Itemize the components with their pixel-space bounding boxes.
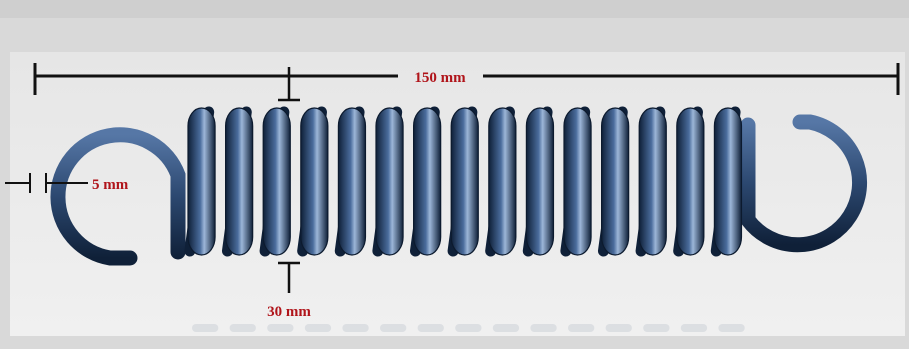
- right-hook: [740, 114, 868, 253]
- reflection-segment: [304, 324, 332, 332]
- coil-turn: [713, 107, 743, 256]
- reflection-segment: [492, 324, 520, 332]
- spring-reflection: [192, 324, 745, 332]
- coil-turn: [525, 107, 555, 256]
- reflection-segment: [455, 324, 482, 332]
- coil-turn: [488, 107, 517, 256]
- coil-turn: [375, 107, 404, 256]
- coil-diameter-label: 30 mm: [267, 304, 311, 320]
- spring-coils: [184, 106, 743, 257]
- coil-turn: [600, 107, 630, 256]
- coil-turn: [638, 107, 667, 256]
- coil-turn: [413, 107, 442, 256]
- reflection-segment: [192, 324, 219, 332]
- reflection-segment: [417, 324, 444, 332]
- wire-diameter-dimension: 5 mm: [5, 173, 129, 193]
- reflection-segment: [530, 324, 557, 332]
- coil-diameter-dimension: 30 mm: [267, 67, 311, 320]
- coil-turn: [187, 107, 216, 256]
- reflection-segment: [643, 324, 670, 332]
- coil-turn: [676, 107, 705, 256]
- reflection-segment: [605, 324, 632, 332]
- left-hook: [50, 127, 186, 266]
- overall-length-label: 150 mm: [414, 70, 466, 86]
- reflection-segment: [380, 324, 407, 332]
- coil-turn: [450, 107, 479, 256]
- reflection-segment: [267, 324, 294, 332]
- reflection-segment: [718, 324, 745, 332]
- coil-turn: [337, 107, 367, 256]
- reflection-segment: [229, 324, 256, 332]
- wire-diameter-label: 5 mm: [92, 177, 129, 193]
- top-band: [0, 0, 909, 18]
- reflection-segment: [568, 324, 595, 332]
- reflection-segment: [680, 324, 708, 332]
- coil-turn: [225, 107, 254, 256]
- overall-length-dimension: 150 mm: [33, 63, 900, 95]
- coil-turn: [563, 107, 592, 256]
- reflection-segment: [342, 324, 369, 332]
- coil-turn: [300, 107, 329, 256]
- coil-turn: [262, 107, 291, 256]
